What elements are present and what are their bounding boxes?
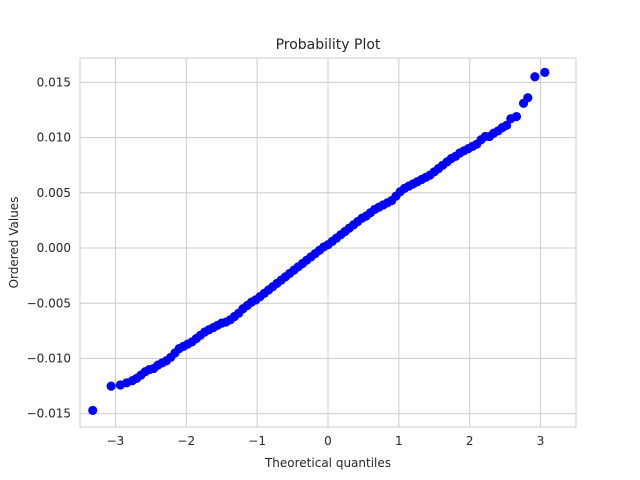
plot-frame (79, 57, 577, 428)
y-tick-label: 0.015 (37, 75, 71, 89)
x-axis-label: Theoretical quantiles (264, 456, 391, 470)
data-point (530, 72, 540, 82)
y-tick-label: 0.005 (37, 186, 71, 200)
data-point (540, 67, 550, 77)
data-point (523, 93, 533, 103)
x-tick-labels: −3 −2 −1 0 1 2 3 (107, 434, 545, 448)
y-tick-labels: −0.015 −0.010 −0.005 0.000 0.005 0.010 0.015 (27, 75, 71, 420)
y-tick-label: −0.010 (27, 352, 71, 366)
x-tick-label: 2 (466, 434, 474, 448)
x-tick-label: 0 (324, 434, 332, 448)
data-point (88, 405, 98, 416)
x-tick-label: −2 (177, 434, 195, 448)
chart-title: Probability Plot (276, 37, 381, 53)
x-tick-label: 3 (537, 434, 545, 448)
y-axis-label: Ordered Values (7, 197, 21, 289)
x-tick-label: 1 (395, 434, 403, 448)
y-tick-label: −0.015 (27, 407, 71, 421)
data-point (511, 111, 522, 122)
x-tick-label: −3 (107, 434, 125, 448)
y-tick-label: 0.010 (37, 131, 71, 145)
data-point (106, 381, 116, 391)
x-tick-label: −1 (248, 434, 266, 448)
y-tick-label: −0.005 (27, 296, 71, 310)
y-tick-label: 0.000 (37, 241, 71, 255)
data-points (88, 67, 550, 416)
data-point (501, 120, 512, 130)
